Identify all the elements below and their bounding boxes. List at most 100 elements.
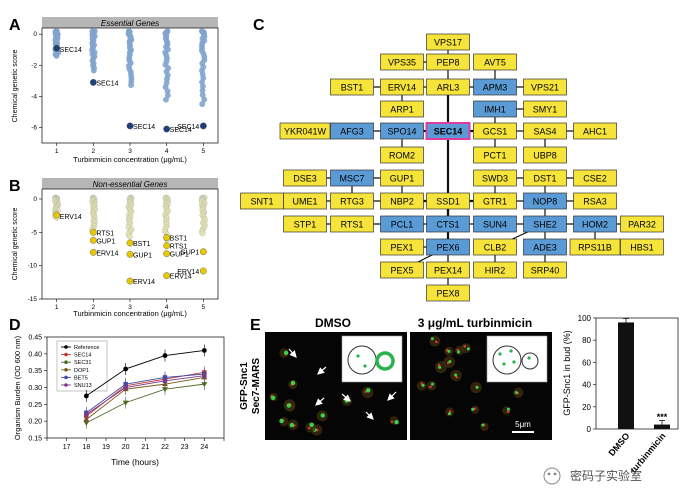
gene-node-ade3 bbox=[523, 238, 567, 256]
gene-node-spo14 bbox=[380, 122, 424, 140]
y-tick-label: 60 bbox=[582, 358, 591, 367]
gene-node-label: ROM2 bbox=[389, 151, 415, 161]
gene-node-vps21 bbox=[523, 78, 567, 96]
gene-node-label: SAS4 bbox=[533, 127, 556, 137]
gene-node-label: AVT5 bbox=[484, 58, 506, 68]
gene-node-arl3 bbox=[426, 78, 470, 96]
watermark: 密码子实验室 bbox=[570, 468, 642, 483]
gene-point bbox=[53, 52, 60, 59]
panel-e-bar-plot-area bbox=[595, 317, 679, 430]
golgi-spot bbox=[435, 340, 438, 344]
legend-marker bbox=[64, 360, 68, 365]
gene-label: ERV14 bbox=[170, 274, 192, 281]
gene-node-label: PEX1 bbox=[390, 243, 413, 253]
y-tick-label: 0.30 bbox=[28, 385, 42, 392]
gene-node-pep8 bbox=[426, 53, 470, 71]
y-tick-label: -4 bbox=[31, 93, 37, 100]
cell bbox=[480, 422, 489, 431]
gene-node-label: PEP8 bbox=[436, 58, 459, 68]
gene-node-label: PEX14 bbox=[434, 266, 462, 276]
x-tick-label: 23 bbox=[181, 444, 189, 451]
gene-node-sas4 bbox=[523, 122, 567, 140]
gfp-spot bbox=[457, 350, 461, 354]
gene-node-label: AFG3 bbox=[340, 127, 364, 137]
highlighted-gene-point bbox=[126, 250, 134, 258]
y-tick-label: 0.35 bbox=[28, 368, 42, 375]
gene-node-label: UBP8 bbox=[533, 151, 557, 161]
data-point bbox=[162, 378, 168, 383]
x-tick-label: 21 bbox=[141, 444, 149, 451]
gene-node-sec14 bbox=[425, 122, 471, 140]
gene-label: RTS1 bbox=[170, 244, 188, 251]
gene-node-sun4 bbox=[473, 215, 517, 233]
gene-node-label: CSE2 bbox=[583, 174, 607, 184]
x-tick-label: 4 bbox=[165, 148, 169, 155]
gene-node-srp40 bbox=[523, 261, 567, 279]
highlighted-gene-point bbox=[163, 242, 171, 250]
gene-node-cts1 bbox=[426, 215, 470, 233]
gene-node-label: PCT1 bbox=[483, 151, 506, 161]
gfp-spot bbox=[286, 403, 291, 408]
panel-a-header bbox=[42, 17, 218, 28]
gene-node-label: NOP8 bbox=[533, 197, 558, 207]
gene-node-she2 bbox=[523, 215, 567, 233]
network-nodes: VPS17 VPS35 PEP8 AVT5 BST1 ERV14 ARL3 APM3 VPS21… bbox=[240, 33, 664, 302]
gene-label: GUP1 bbox=[170, 252, 189, 259]
gfp-spot bbox=[279, 418, 284, 424]
gene-point bbox=[199, 101, 206, 108]
panel-c-network: VPS17 VPS35 PEP8 AVT5 BST1 ERV14 ARL3 APM3 VPS21… bbox=[240, 33, 664, 302]
x-tick-label: 5 bbox=[202, 148, 206, 155]
y-tick-label: 0 bbox=[33, 196, 37, 203]
gene-node-label: PEX5 bbox=[390, 266, 413, 276]
panel-letter-e: E bbox=[250, 317, 261, 334]
gene-point bbox=[90, 67, 97, 74]
gene-node-label: DSE3 bbox=[293, 174, 317, 184]
legend-marker bbox=[64, 383, 68, 387]
gene-node-label: HIR2 bbox=[485, 266, 506, 276]
gene-node-rom2 bbox=[380, 146, 424, 164]
gfp-spot bbox=[421, 383, 425, 387]
gene-node-ssd1 bbox=[426, 192, 470, 210]
highlighted-gene-point bbox=[126, 239, 134, 247]
gfp-spot bbox=[506, 407, 510, 411]
panel-a-xlabel: Turbinmicin concentration (μg/mL) bbox=[73, 155, 187, 164]
highlighted-gene-point bbox=[89, 78, 97, 86]
gene-node-erv14 bbox=[380, 78, 424, 96]
highlighted-gene-point bbox=[89, 228, 97, 236]
gene-point bbox=[128, 82, 135, 89]
gene-label: RTS1 bbox=[96, 230, 114, 237]
y-tick-label: 100 bbox=[578, 314, 592, 323]
panel-b-scatter: Non-essential Genes Chemical genetic sco… bbox=[12, 178, 219, 318]
gene-node-dst1 bbox=[523, 169, 567, 187]
panel-b-xlabel: Turbinmicin concentration (μg/mL) bbox=[73, 309, 187, 318]
panel-d-legend-box bbox=[56, 340, 108, 392]
gene-node-label: HBS1 bbox=[630, 243, 654, 253]
highlighted-gene-point bbox=[163, 272, 171, 280]
x-tick-label: 19 bbox=[102, 444, 110, 451]
gene-label: ERV14 bbox=[96, 250, 118, 257]
series-line bbox=[86, 350, 205, 397]
y-tick-label: 40 bbox=[582, 381, 591, 390]
gene-node-label: HOM2 bbox=[582, 220, 608, 230]
x-tick-label: 24 bbox=[200, 444, 208, 451]
x-tick-label: 1 bbox=[55, 148, 59, 155]
highlighted-gene-point bbox=[126, 122, 134, 130]
gene-node-label: APM3 bbox=[483, 83, 508, 93]
legend-marker bbox=[64, 345, 68, 349]
gene-node-label: CTS1 bbox=[436, 220, 459, 230]
data-point bbox=[122, 400, 129, 406]
gene-node-label: IMH1 bbox=[484, 105, 506, 115]
x-tick-label: 18 bbox=[82, 444, 90, 451]
series-line bbox=[86, 376, 205, 420]
panel-d-line-chart: Organism Burden (OD 600 nm) Time (hours)… bbox=[13, 335, 225, 467]
gene-node-apm3 bbox=[473, 78, 517, 96]
gfp-spot bbox=[447, 412, 451, 416]
series-line bbox=[86, 383, 205, 424]
gene-node-clb2 bbox=[473, 238, 517, 256]
gfp-spot bbox=[466, 347, 470, 351]
gene-node-pcl1 bbox=[380, 215, 424, 233]
y-tick-label: 0 bbox=[587, 425, 592, 434]
highlighted-gene-point bbox=[199, 122, 207, 130]
gene-node-bst1 bbox=[330, 78, 374, 96]
